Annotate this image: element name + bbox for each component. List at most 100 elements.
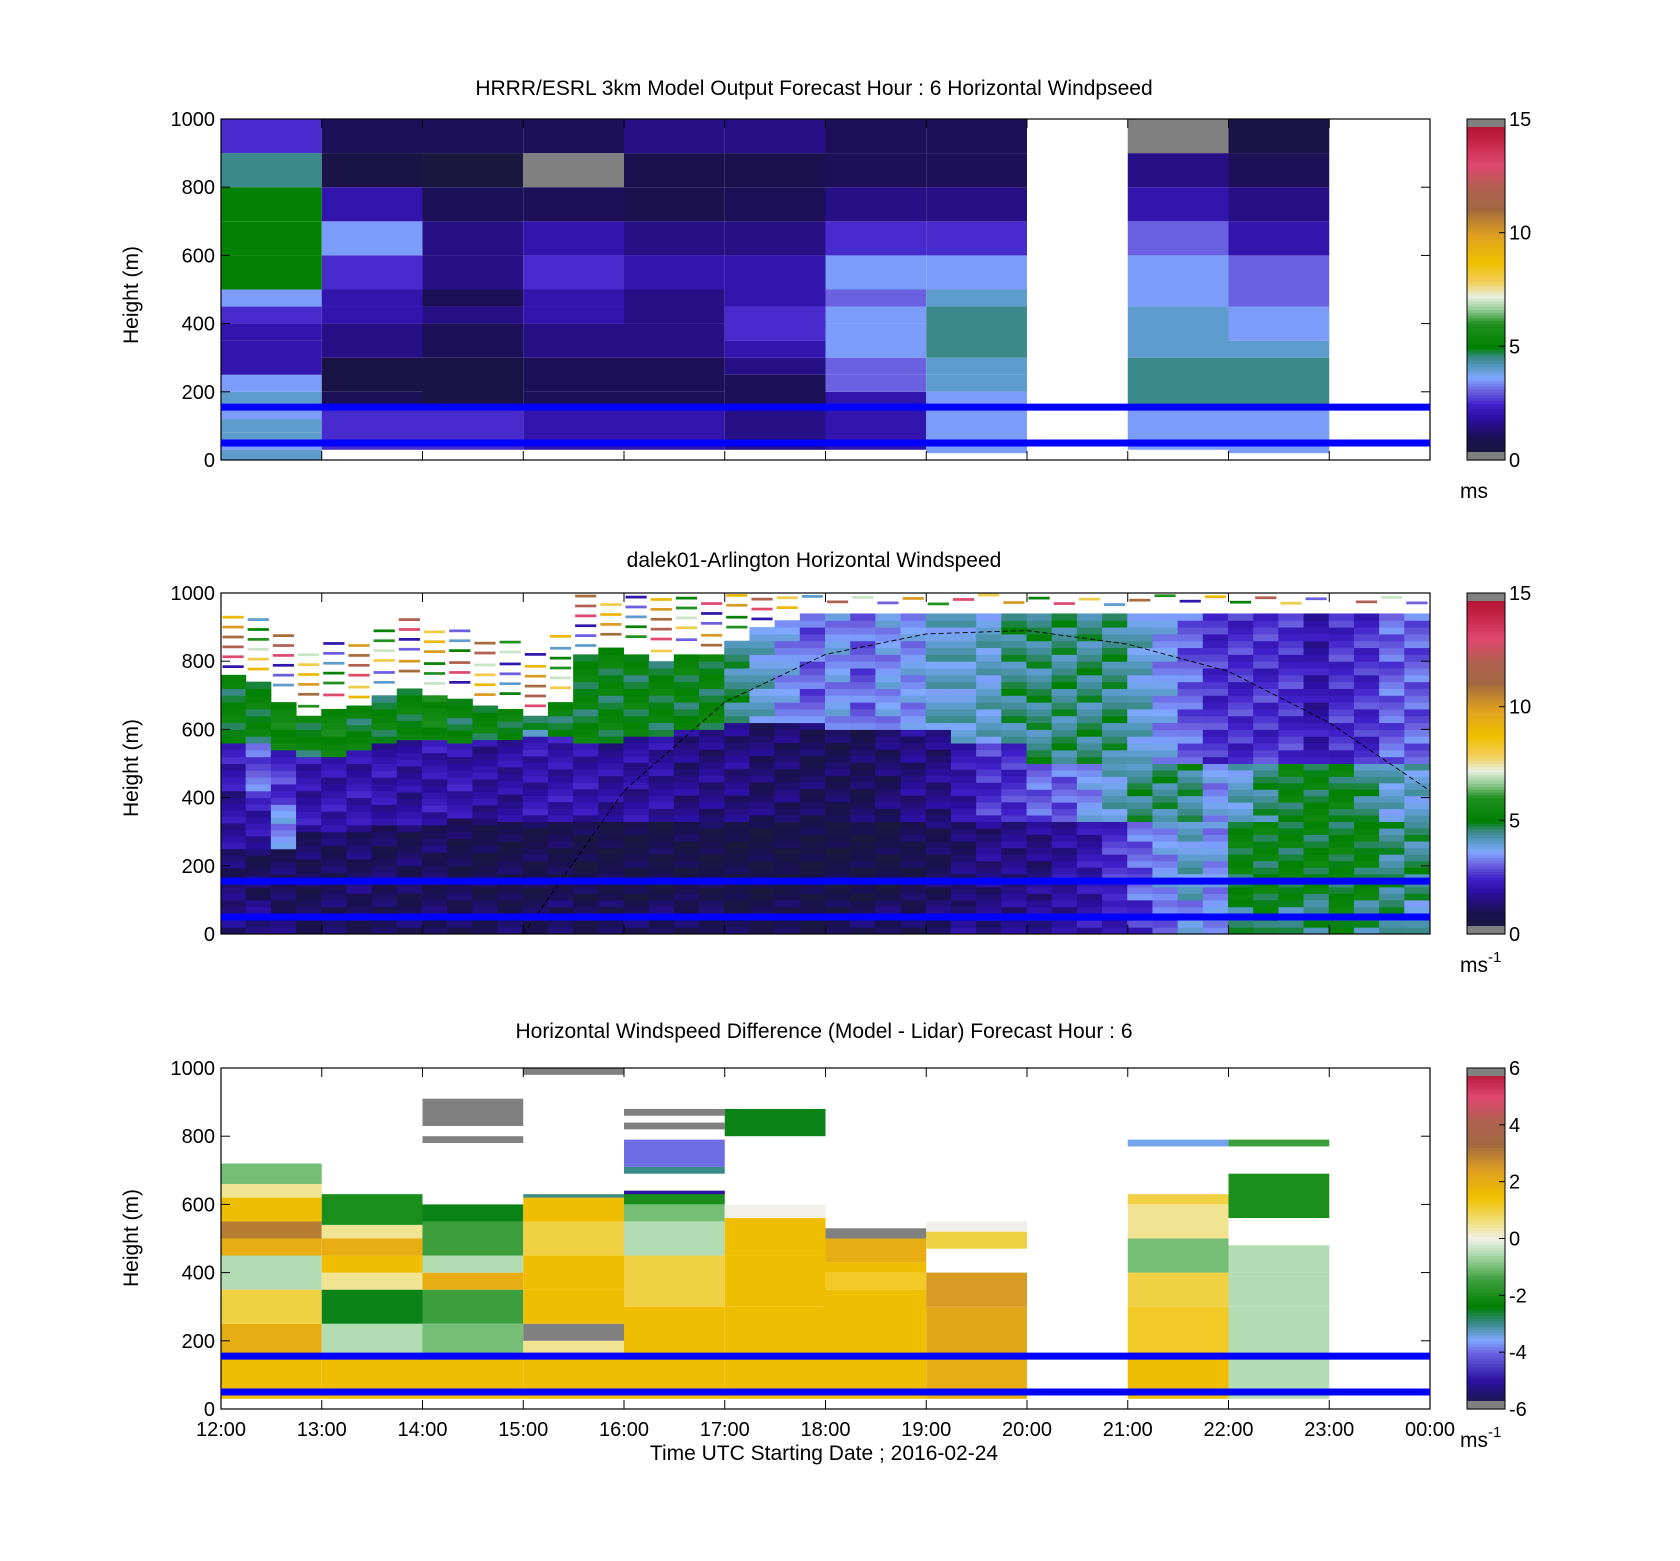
range-gate [900, 821, 927, 829]
range-gate [1253, 789, 1279, 797]
heatmap-cell [926, 442, 1027, 454]
range-gate [497, 920, 524, 928]
range-gate [623, 920, 650, 928]
range-gate [497, 733, 524, 741]
range-gate [1303, 674, 1330, 683]
range-gate [774, 854, 801, 862]
range-gate [1076, 715, 1103, 724]
colorbar-swatch [1467, 153, 1505, 157]
range-gate [447, 797, 473, 805]
sparse-return [701, 621, 723, 625]
range-gate [1353, 681, 1380, 689]
range-gate [522, 886, 549, 894]
range-gate [900, 768, 927, 776]
range-gate [1379, 654, 1405, 662]
range-gate [976, 886, 1002, 894]
range-gate [1202, 834, 1229, 842]
range-gate [1278, 640, 1305, 649]
range-gate [1001, 613, 1027, 621]
colorbar-swatch [1467, 1210, 1505, 1214]
range-gate [547, 782, 574, 790]
heatmap-cell [825, 119, 927, 154]
heatmap-cell [321, 255, 423, 290]
range-gate [724, 867, 750, 875]
colorbar-swatch [1467, 820, 1505, 824]
range-gate [699, 927, 725, 935]
range-gate [699, 762, 725, 770]
range-gate [1253, 854, 1279, 862]
colorbar-swatch [1467, 601, 1505, 605]
heatmap-cell [825, 1262, 927, 1273]
colorbar-swatch [1467, 1247, 1505, 1251]
range-gate [925, 808, 952, 816]
colorbar-swatch [1467, 649, 1505, 654]
colorbar-swatch [1467, 371, 1505, 376]
range-gate [925, 702, 952, 710]
range-gate [875, 886, 902, 894]
range-gate [573, 860, 599, 868]
colorbar-tick-label: 0 [1509, 1229, 1520, 1251]
range-gate [573, 729, 599, 737]
range-gate [573, 801, 599, 809]
range-gate [1127, 776, 1153, 784]
range-gate [925, 715, 952, 724]
range-gate [522, 899, 549, 908]
range-gate [774, 708, 801, 717]
colorbar-swatch [1467, 366, 1505, 370]
range-gate [522, 782, 549, 790]
range-gate [1303, 729, 1330, 737]
range-gate [1328, 763, 1355, 771]
range-gate [1152, 722, 1179, 730]
range-gate [1177, 769, 1204, 777]
sparse-return [801, 595, 823, 598]
sparse-return [600, 623, 622, 626]
range-gate [623, 841, 650, 849]
range-gate [270, 842, 297, 850]
range-gate [925, 762, 952, 770]
range-gate [522, 828, 549, 836]
range-gate [1127, 834, 1153, 842]
range-gate [724, 893, 750, 901]
range-gate [1278, 847, 1305, 855]
range-gate [573, 749, 599, 757]
range-gate [573, 893, 599, 901]
colorbar-swatch [1467, 440, 1505, 444]
range-gate [346, 865, 373, 874]
heatmap-cell [221, 449, 322, 460]
colorbar-swatch [1467, 661, 1505, 665]
range-gate [1127, 815, 1153, 822]
range-gate [1379, 847, 1405, 855]
range-gate [824, 661, 851, 669]
range-gate [1076, 627, 1103, 635]
x-tick-label: 13:00 [297, 1419, 347, 1441]
range-gate [1152, 702, 1179, 710]
colorbar-swatch [1467, 315, 1505, 319]
range-gate [950, 661, 977, 669]
range-gate [321, 845, 347, 853]
range-gate [346, 756, 373, 764]
range-gate [673, 899, 700, 908]
range-gate [1253, 620, 1279, 628]
range-gate [875, 801, 902, 809]
colorbar-swatch [1467, 207, 1505, 211]
colorbar-tick-label: 10 [1509, 697, 1531, 719]
colorbar-swatch [1467, 1255, 1505, 1259]
range-gate [799, 801, 826, 809]
range-gate [522, 834, 549, 842]
range-gate [925, 633, 952, 642]
colorbar-swatch [1467, 209, 1505, 214]
x-tick-labels: 12:00 13:00 14:00 15:00 16:00 17:00 18:00 19:00… [196, 1419, 1455, 1441]
colorbar-tick-label: 5 [1509, 810, 1520, 832]
range-gate [1102, 736, 1128, 744]
range-gate [1379, 920, 1405, 928]
colorbar-swatch [1467, 740, 1505, 745]
range-gate [824, 729, 851, 737]
colorbar-swatch [1467, 1232, 1505, 1237]
range-gate [749, 768, 776, 776]
colorbar-swatch [1467, 769, 1505, 773]
sparse-return [927, 602, 949, 606]
range-gate [774, 775, 801, 783]
range-gate [1328, 802, 1355, 810]
range-gate [699, 775, 725, 783]
range-gate [447, 777, 473, 785]
